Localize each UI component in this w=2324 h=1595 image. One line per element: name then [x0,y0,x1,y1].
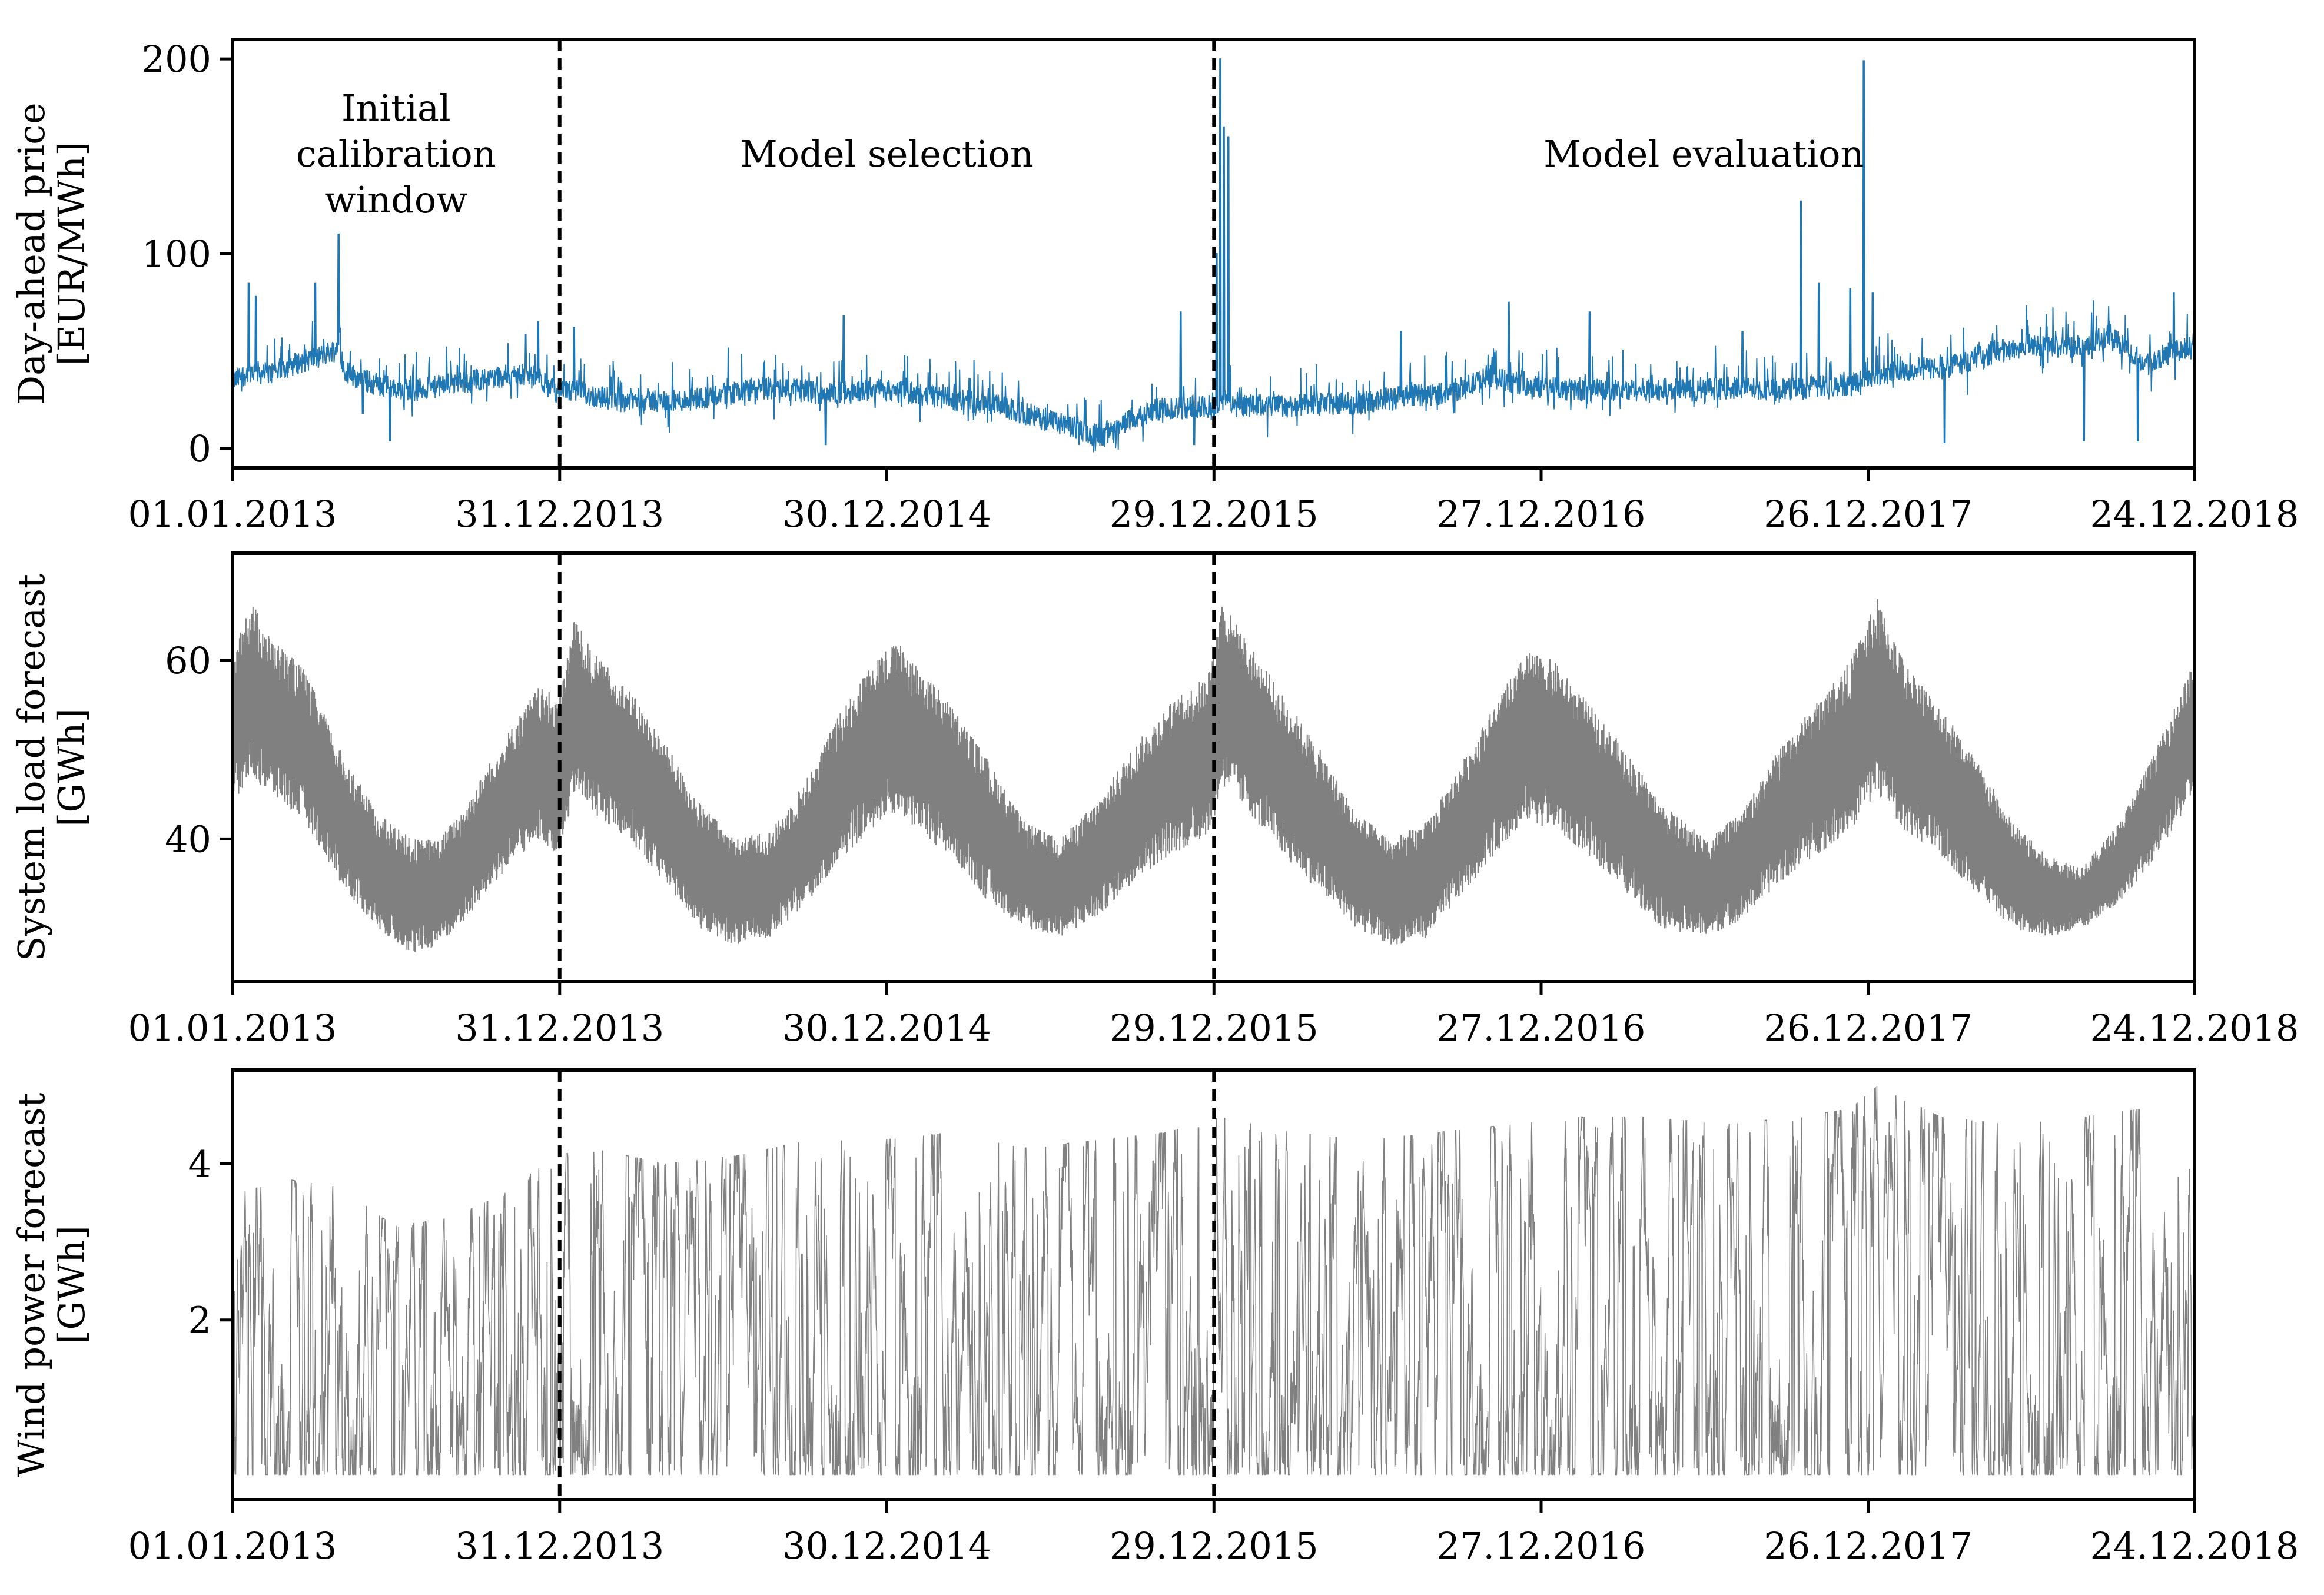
y-tick-label: 2 [188,1299,211,1342]
x-tick-label: 26.12.2017 [1764,493,1973,536]
period-annotation: Model evaluation [1543,132,1864,175]
y-axis-label: Day-ahead price [10,102,53,404]
y-axis-label: [GWh] [50,708,93,827]
y-tick-label: 100 [142,232,211,275]
x-tick-label: 26.12.2017 [1764,1524,1973,1567]
x-tick-label: 31.12.2013 [455,1006,664,1049]
x-tick-label: 24.12.2018 [2090,1006,2299,1049]
wind-panel: 2 4 01.01.2013 31.12.2013 30.12.2014 29.12.20… [10,1068,2299,1567]
x-tick-label: 01.01.2013 [128,1006,337,1049]
x-tick-label: 31.12.2013 [455,1524,664,1567]
period-annotation: Model selection [740,132,1033,175]
y-tick-label: 0 [188,427,211,470]
x-tick-label: 27.12.2016 [1437,1006,1646,1049]
x-tick-label: 29.12.2015 [1110,1006,1319,1049]
x-tick-label: 30.12.2014 [782,493,991,536]
period-annotation: window [324,178,467,221]
price-panel: 0 100 200 01.01.2013 31.12.2013 30.12.2014 29.… [10,38,2299,536]
period-annotation: Initial [341,87,451,129]
y-tick-label: 200 [142,38,211,81]
period-annotation: calibration [296,132,496,175]
y-axis-label: System load forecast [10,574,53,961]
x-tick-label: 29.12.2015 [1110,1524,1319,1567]
x-tick-label: 27.12.2016 [1437,493,1646,536]
load-panel: 40 60 01.01.2013 31.12.2013 30.12.2014 29.12.… [10,551,2299,1049]
x-tick-label: 24.12.2018 [2090,493,2299,536]
x-tick-label: 27.12.2016 [1437,1524,1646,1567]
x-tick-label: 30.12.2014 [782,1524,991,1567]
x-tick-label: 29.12.2015 [1110,493,1319,536]
x-tick-label: 26.12.2017 [1764,1006,1973,1049]
x-tick-label: 31.12.2013 [455,493,664,536]
y-tick-label: 60 [165,639,211,682]
y-axis-label: [EUR/MWh] [50,142,93,366]
y-tick-label: 40 [165,818,211,860]
x-tick-label: 01.01.2013 [128,493,337,536]
y-axis-label: [GWh] [50,1225,93,1344]
y-axis-label: Wind power forecast [10,1092,53,1477]
x-tick-label: 30.12.2014 [782,1006,991,1049]
y-tick-label: 4 [188,1142,211,1185]
x-tick-label: 24.12.2018 [2090,1524,2299,1567]
x-tick-label: 01.01.2013 [128,1524,337,1567]
